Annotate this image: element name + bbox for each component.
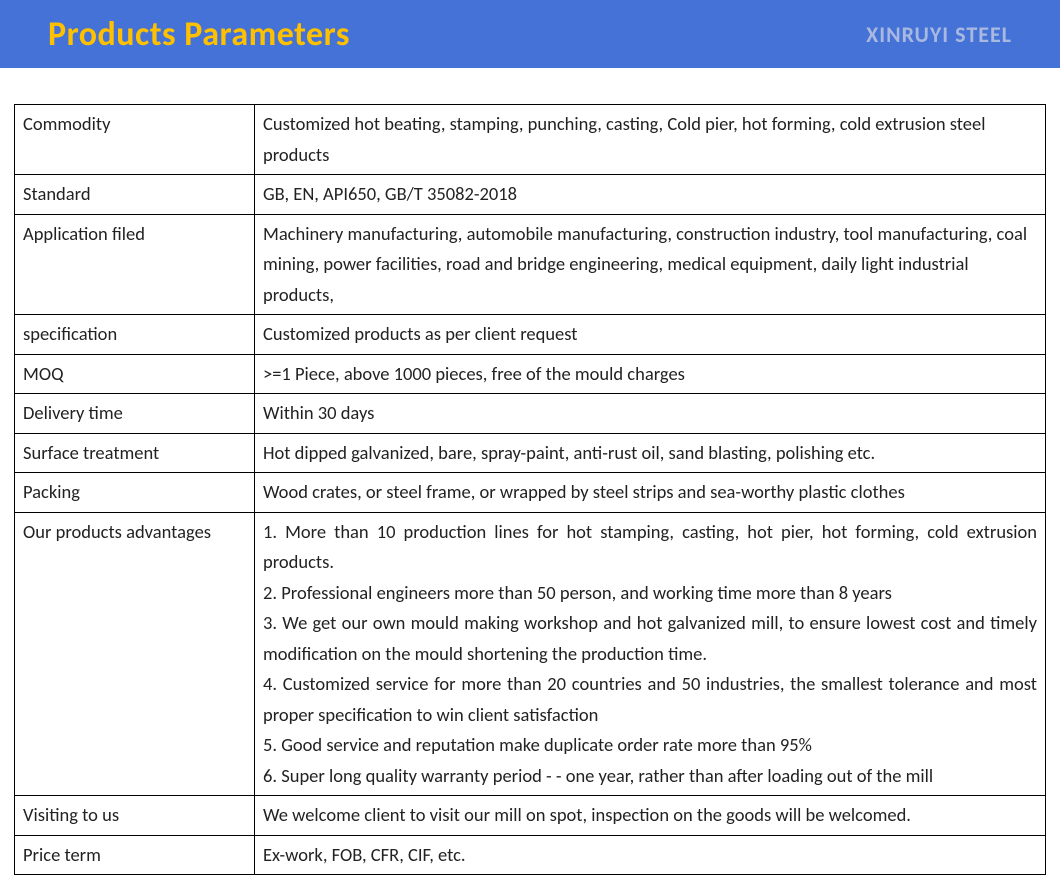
table-row: Surface treatmentHot dipped galvanized, …: [15, 433, 1046, 473]
table-row: Visiting to usWe welcome client to visit…: [15, 796, 1046, 836]
brand-label: XINRUYI STEEL: [866, 21, 1012, 48]
param-value: Ex-work, FOB, CFR, CIF, etc.: [255, 835, 1046, 875]
param-value: Machinery manufacturing, automobile manu…: [255, 214, 1046, 315]
parameters-table: CommodityCustomized hot beating, stampin…: [14, 104, 1046, 875]
param-label: Packing: [15, 473, 255, 513]
table-row: Our products advantages1. More than 10 p…: [15, 512, 1046, 796]
table-row: CommodityCustomized hot beating, stampin…: [15, 105, 1046, 175]
param-value: Within 30 days: [255, 394, 1046, 434]
param-value: GB, EN, API650, GB/T 35082-2018: [255, 175, 1046, 215]
param-value: Customized hot beating, stamping, punchi…: [255, 105, 1046, 175]
param-label: Delivery time: [15, 394, 255, 434]
table-row: StandardGB, EN, API650, GB/T 35082-2018: [15, 175, 1046, 215]
param-label: Our products advantages: [15, 512, 255, 796]
parameters-table-wrap: CommodityCustomized hot beating, stampin…: [0, 68, 1060, 885]
param-label: Visiting to us: [15, 796, 255, 836]
table-row: PackingWood crates, or steel frame, or w…: [15, 473, 1046, 513]
param-value: Customized products as per client reques…: [255, 315, 1046, 355]
param-label: specification: [15, 315, 255, 355]
param-label: Surface treatment: [15, 433, 255, 473]
parameters-tbody: CommodityCustomized hot beating, stampin…: [15, 105, 1046, 875]
page-title: Products Parameters: [48, 14, 350, 55]
param-value: We welcome client to visit our mill on s…: [255, 796, 1046, 836]
param-value: Wood crates, or steel frame, or wrapped …: [255, 473, 1046, 513]
param-value: >=1 Piece, above 1000 pieces, free of th…: [255, 354, 1046, 394]
param-label: Application filed: [15, 214, 255, 315]
table-row: Price termEx-work, FOB, CFR, CIF, etc.: [15, 835, 1046, 875]
param-label: Standard: [15, 175, 255, 215]
param-value: Hot dipped galvanized, bare, spray-paint…: [255, 433, 1046, 473]
param-label: Commodity: [15, 105, 255, 175]
param-value: 1. More than 10 production lines for hot…: [255, 512, 1046, 796]
param-label: Price term: [15, 835, 255, 875]
header-bar: Products Parameters XINRUYI STEEL: [0, 0, 1060, 68]
param-label: MOQ: [15, 354, 255, 394]
table-row: Application filedMachinery manufacturing…: [15, 214, 1046, 315]
table-row: Delivery timeWithin 30 days: [15, 394, 1046, 434]
table-row: specificationCustomized products as per …: [15, 315, 1046, 355]
table-row: MOQ>=1 Piece, above 1000 pieces, free of…: [15, 354, 1046, 394]
